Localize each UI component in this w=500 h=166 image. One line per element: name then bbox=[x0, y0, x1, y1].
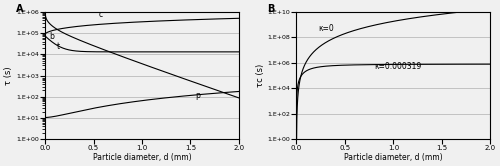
Text: κ=0: κ=0 bbox=[318, 24, 334, 33]
X-axis label: Particle diameter, d (mm): Particle diameter, d (mm) bbox=[92, 153, 192, 162]
Text: A: A bbox=[16, 4, 24, 14]
Text: p: p bbox=[196, 91, 200, 100]
Text: b: b bbox=[49, 32, 54, 42]
Y-axis label: τ (s): τ (s) bbox=[4, 66, 13, 85]
Text: c: c bbox=[98, 10, 102, 19]
X-axis label: Particle diameter, d (mm): Particle diameter, d (mm) bbox=[344, 153, 442, 162]
Text: B: B bbox=[268, 4, 275, 14]
Y-axis label: τc (s): τc (s) bbox=[256, 64, 264, 87]
Text: κ=0.000319: κ=0.000319 bbox=[374, 62, 421, 71]
Text: t: t bbox=[56, 42, 60, 51]
